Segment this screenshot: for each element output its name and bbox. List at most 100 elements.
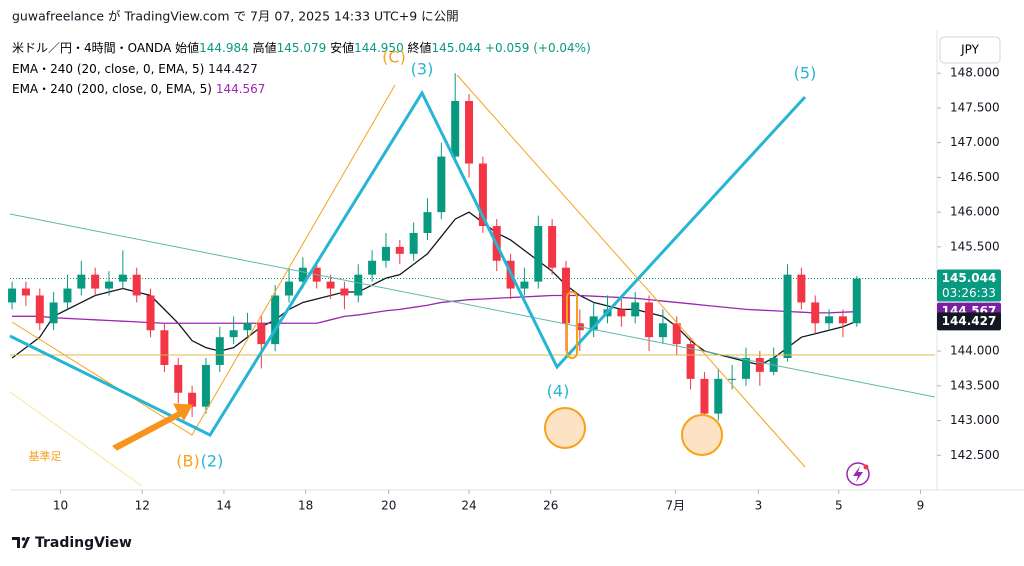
candle-body [160, 330, 169, 365]
candle-body [8, 288, 17, 303]
logo-mark [21, 537, 26, 541]
candle-body [146, 295, 155, 331]
candle-body [811, 302, 820, 324]
x-tick-label: 26 [543, 499, 558, 513]
footer: TradingView [35, 535, 132, 551]
annotation: (C) [382, 48, 406, 67]
x-tick-label: 12 [135, 499, 150, 513]
candle-body [188, 392, 197, 407]
alert-icon [846, 462, 870, 486]
y-tick-label: 146.500 [950, 170, 1000, 184]
ohlc-value: 144.984 [199, 41, 249, 55]
y-tick-label: 142.500 [950, 448, 1000, 462]
candle-body [243, 323, 252, 331]
candle-body [465, 100, 474, 164]
drawings [9, 74, 936, 487]
legend: 米ドル／円・4時間・OANDA 始値144.984 高値145.079 安値14… [12, 40, 591, 55]
candle-body [728, 378, 737, 380]
candle-body [561, 267, 570, 324]
logo-mark [12, 537, 30, 548]
candle-body [77, 274, 86, 289]
annotation: (2) [201, 452, 224, 471]
candle-body [395, 246, 404, 254]
candle-body [478, 163, 487, 227]
candle-body [686, 344, 695, 379]
annotation: (4) [547, 382, 570, 401]
candle-body [645, 302, 654, 338]
y-tick-label: 143.500 [950, 378, 1000, 392]
indicator-value: 144.427 [208, 62, 258, 76]
annotation: (5) [794, 64, 817, 83]
candle-body [797, 274, 806, 303]
indicator-value: 144.567 [216, 82, 266, 96]
y-tick-label: 148.000 [950, 66, 1000, 80]
candle-body [672, 323, 681, 345]
x-tick-label: 10 [53, 499, 68, 513]
candle-body [534, 226, 543, 282]
candle-body [714, 378, 723, 414]
annotation: (3) [411, 60, 434, 79]
candle-body [340, 288, 349, 296]
y-tick-label: 146.000 [950, 205, 1000, 219]
candle-body [63, 288, 72, 303]
candle-body [631, 302, 640, 317]
candle-body [354, 274, 363, 296]
indicator-name: EMA・240 (200, close, 0, EMA, 5) [12, 82, 212, 96]
x-tick-label: 7月 [666, 499, 686, 513]
candle-body [381, 246, 390, 261]
candle-body [783, 274, 792, 359]
price-tag [937, 269, 1001, 302]
candle-body [91, 274, 100, 289]
symbol: 米ドル／円・4時間・OANDA [12, 41, 172, 55]
candle-body [174, 364, 183, 393]
candle-body [105, 281, 114, 289]
ohlc-value: 145.079 [277, 41, 327, 55]
candle-body [49, 302, 58, 324]
y-tick-label: 147.500 [950, 100, 1000, 114]
candle-body [755, 358, 764, 372]
candle-body [271, 295, 280, 345]
candle-body [229, 330, 238, 338]
currency-label[interactable]: JPY [960, 43, 980, 57]
ohlc-label: 始値 [175, 40, 199, 55]
indicator: EMA・240 (200, close, 0, EMA, 5) 144.567 [12, 82, 265, 96]
candle-body [285, 281, 294, 296]
candle-body [852, 278, 861, 324]
indicator-name: EMA・240 (20, close, 0, EMA, 5) [12, 62, 204, 76]
candle-body [118, 274, 127, 282]
y-tick-label: 147.000 [950, 135, 1000, 149]
channel-line [456, 74, 806, 468]
candle-body [548, 226, 557, 268]
annotation: (B) [176, 452, 199, 471]
x-tick-label: 14 [216, 499, 231, 513]
currency-button[interactable] [939, 36, 1001, 64]
abc-line [11, 84, 396, 436]
x-tick-label: 24 [461, 499, 476, 513]
highlight-box [566, 291, 578, 359]
ohlc-value: 144.950 [354, 41, 404, 55]
candle-body [423, 212, 432, 233]
header: guwafreelance が TradingView.com で 7月 07,… [12, 9, 459, 24]
y-tick-label: 143.000 [950, 413, 1000, 427]
candle-body [658, 323, 667, 338]
ohlc-label: 終値 [408, 40, 432, 55]
candle-body [451, 100, 460, 157]
candle-body [838, 316, 847, 324]
candle-body [21, 288, 30, 296]
candle-body [825, 316, 834, 324]
candle-body [409, 232, 418, 254]
footer-logo [12, 537, 30, 548]
countdown: 03:26:33 [942, 286, 996, 300]
candle-body [201, 364, 210, 407]
y-tick-label: 144.000 [950, 344, 1000, 358]
candle-body [368, 260, 377, 275]
candle-body [215, 337, 224, 365]
arrow [112, 403, 193, 451]
candle-body [298, 267, 307, 282]
change: +0.059 (+0.04%) [485, 41, 591, 55]
candle-body [617, 309, 626, 317]
alert-icon [853, 466, 863, 482]
channel-line [9, 391, 143, 487]
candle-body [589, 316, 598, 331]
